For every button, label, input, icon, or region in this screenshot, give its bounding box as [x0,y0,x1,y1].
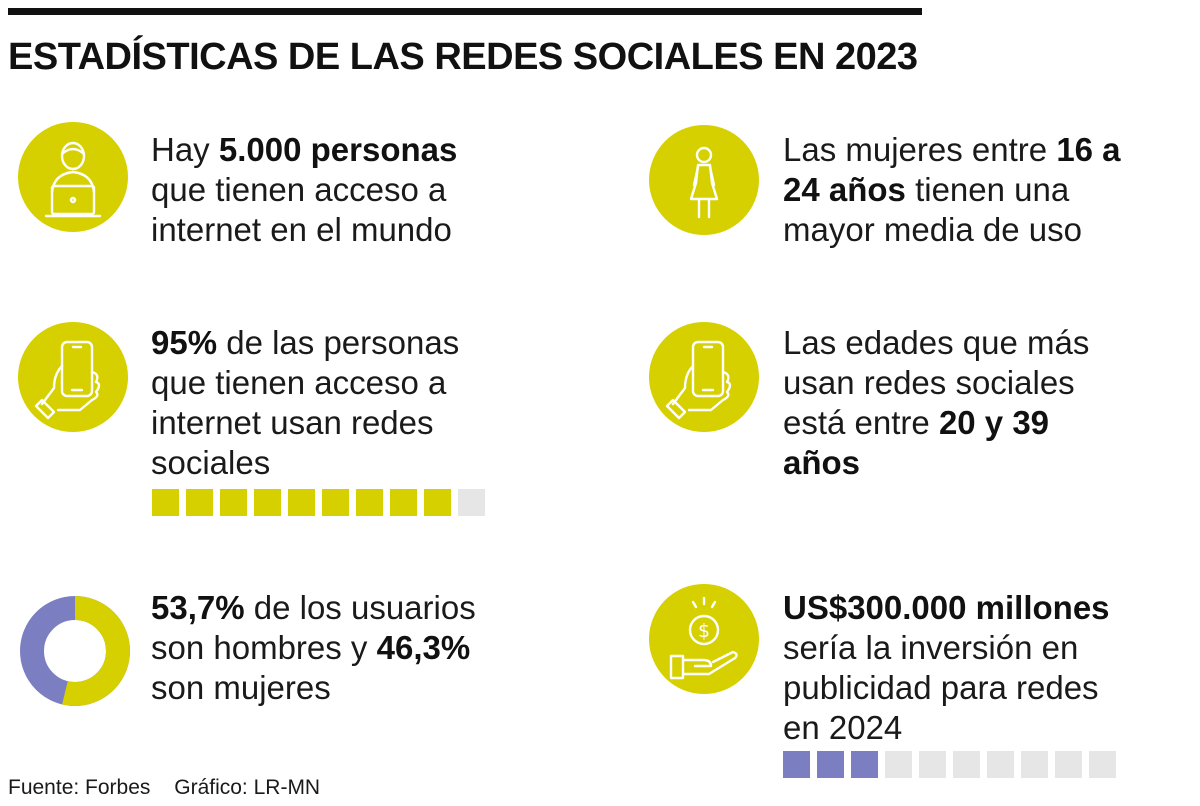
text-line: usan redes sociales [783,363,1089,403]
highlight-figure: 20 y 39 [938,404,1050,441]
progress-square-filled [356,489,383,516]
highlight-figure: 95% [151,324,218,361]
text-run: publicidad para redes [783,669,1099,706]
text-line: Hay 5.000 personas [151,130,457,170]
svg-text:$: $ [698,620,710,642]
progress-square-empty [458,489,485,516]
progress-square-filled [424,489,451,516]
progress-squares [152,489,485,516]
highlight-figure: 16 a [1056,131,1121,168]
gender-donut-chart [20,596,130,706]
hand-coin-icon: $ [649,584,759,694]
text-run: que tienen acceso a [151,171,447,208]
progress-square-empty [1021,751,1048,778]
progress-square-filled [220,489,247,516]
progress-square-empty [987,751,1014,778]
stat-text: 53,7% de los usuarios son hombres y 46,3%… [151,588,476,708]
person-laptop-icon [18,122,128,232]
text-line: mayor media de uso [783,210,1121,250]
stat-text: Hay 5.000 personas que tienen acceso a int… [151,130,457,250]
progress-square-filled [288,489,315,516]
text-run: sería la inversión en [783,629,1079,666]
stat-text: US$300.000 millones sería la inversión en… [783,588,1110,748]
text-run: en 2024 [783,709,903,746]
text-run: Las edades que más [783,324,1090,361]
text-run: son hombres y [151,629,377,666]
text-line: sería la inversión en [783,628,1110,668]
woman-icon [649,125,759,235]
highlight-figure: US$300.000 millones [783,589,1110,626]
progress-square-filled [186,489,213,516]
page-title: ESTADÍSTICAS DE LAS REDES SOCIALES EN 20… [8,36,918,78]
text-line: son hombres y 46,3% [151,628,476,668]
text-line: que tienen acceso a [151,170,457,210]
text-run: tienen una [905,171,1070,208]
text-line: está entre 20 y 39 [783,403,1089,443]
progress-square-filled [152,489,179,516]
highlight-figure: años [783,444,861,481]
progress-square-filled [254,489,281,516]
text-line: en 2024 [783,708,1110,748]
text-run: internet en el mundo [151,211,452,248]
progress-square-empty [953,751,980,778]
top-rule [8,8,922,15]
graphic-credit: Gráfico: LR-MN [174,776,321,799]
progress-square-empty [1055,751,1082,778]
progress-square-empty [919,751,946,778]
text-run: que tienen acceso a [151,364,447,401]
text-line: son mujeres [151,668,476,708]
donut-men-segment [20,596,130,706]
highlight-figure: 24 años [783,171,906,208]
text-line: 95% de las personas [151,323,459,363]
hand-phone-icon [18,322,128,432]
text-line: publicidad para redes [783,668,1110,708]
text-line: sociales [151,443,459,483]
hand-phone-icon [649,322,759,432]
text-run: Las mujeres entre [783,131,1057,168]
text-run: sociales [151,444,271,481]
text-run: está entre [783,404,939,441]
highlight-figure: 5.000 personas [218,131,458,168]
text-line: 24 años tienen una [783,170,1121,210]
text-run: internet usan redes [151,404,434,441]
progress-square-filled [322,489,349,516]
progress-square-filled [783,751,810,778]
progress-square-empty [885,751,912,778]
text-line: 53,7% de los usuarios [151,588,476,628]
text-run: Hay [151,131,219,168]
text-run: son mujeres [151,669,331,706]
highlight-figure: 53,7% [151,589,245,626]
text-run: usan redes sociales [783,364,1075,401]
text-line: que tienen acceso a [151,363,459,403]
progress-squares [783,751,1116,778]
stat-text: Las edades que más usan redes sociales est… [783,323,1089,483]
progress-square-filled [851,751,878,778]
text-run: mayor media de uso [783,211,1082,248]
text-line: Las edades que más [783,323,1089,363]
text-line: internet usan redes [151,403,459,443]
progress-square-empty [1089,751,1116,778]
source-credit: Fuente: Forbes [8,776,151,799]
stat-text: Las mujeres entre 16 a 24 años tienen una… [783,130,1121,250]
text-line: internet en el mundo [151,210,457,250]
text-line: US$300.000 millones [783,588,1110,628]
progress-square-filled [817,751,844,778]
text-line: Las mujeres entre 16 a [783,130,1121,170]
text-line: años [783,443,1089,483]
text-run: de los usuarios [244,589,476,626]
stat-text: 95% de las personas que tienen acceso a in… [151,323,459,483]
progress-square-filled [390,489,417,516]
text-run: de las personas [217,324,460,361]
source-line: Fuente: Forbes Gráfico: LR-MN [8,776,320,800]
highlight-figure: 46,3% [376,629,471,666]
